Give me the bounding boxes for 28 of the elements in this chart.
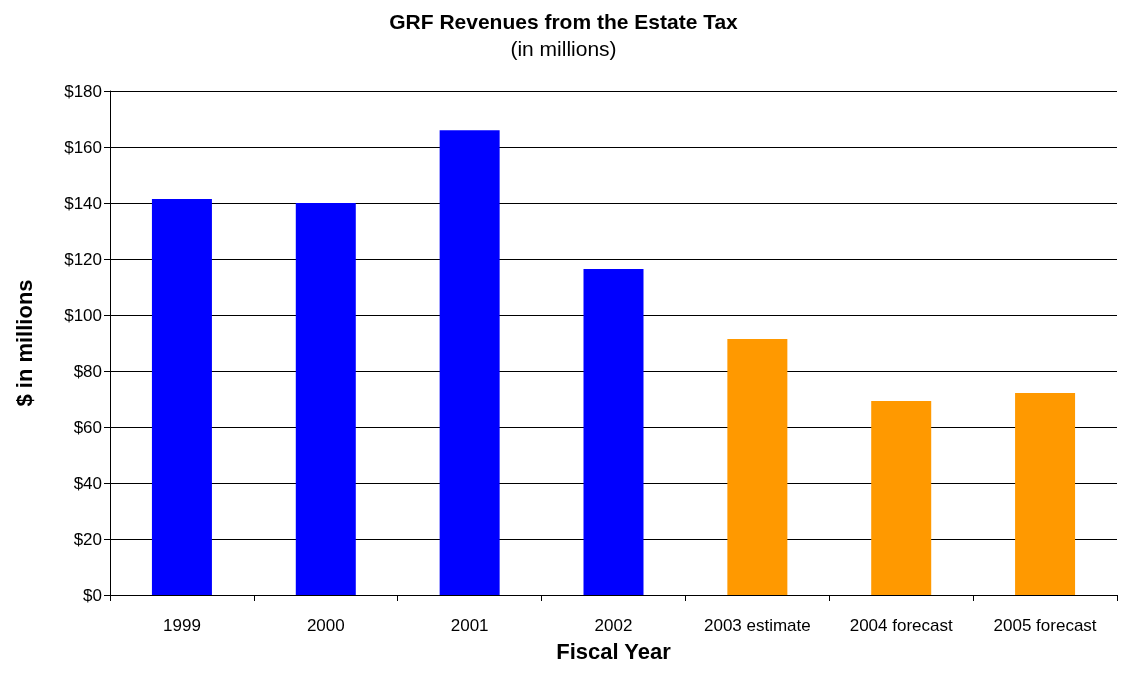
y-tick-label: $60 <box>73 417 102 437</box>
x-tick-label: 2004 forecast <box>849 616 953 635</box>
y-axis-title: $ in millions <box>11 279 37 407</box>
x-tick-label: 2001 <box>450 616 489 635</box>
y-tick-label: $180 <box>64 81 102 101</box>
x-tick-label: 2005 forecast <box>993 616 1097 635</box>
x-tick-label: 2003 estimate <box>703 616 811 635</box>
bar <box>151 199 212 595</box>
x-tick-label: 2000 <box>306 616 345 635</box>
chart-title: GRF Revenues from the Estate Tax <box>389 10 739 33</box>
y-tick-label: $20 <box>73 529 102 549</box>
y-tick-label: $40 <box>73 473 102 493</box>
chart-subtitle: (in millions) <box>510 37 617 60</box>
bar <box>1015 393 1076 595</box>
bar <box>439 130 500 595</box>
x-tick-label: 2002 <box>594 616 633 635</box>
x-axis-title: Fiscal Year <box>556 638 672 664</box>
bar <box>295 203 356 595</box>
y-tick-label: $160 <box>64 137 102 157</box>
y-tick-label: $100 <box>64 305 102 325</box>
bar <box>727 339 788 595</box>
x-tick-label: 1999 <box>163 616 201 635</box>
y-tick-label: $140 <box>64 193 102 213</box>
bar <box>871 400 932 595</box>
y-tick-label: $0 <box>83 585 102 605</box>
y-tick-label: $80 <box>73 361 102 381</box>
bar <box>583 269 644 595</box>
y-tick-label: $120 <box>64 249 102 269</box>
